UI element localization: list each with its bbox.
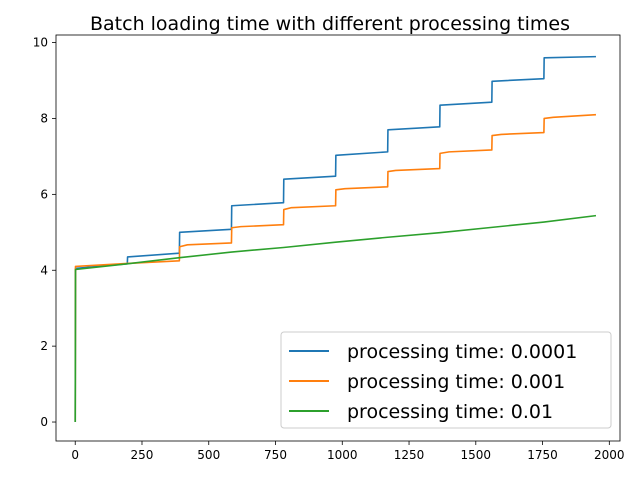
series-line-2 [74, 113, 597, 423]
series-line-1 [74, 55, 596, 423]
x-tick-label: 1500 [461, 448, 492, 462]
chart-title: Batch loading time with different proces… [90, 13, 570, 35]
x-tick-label: 1250 [394, 448, 425, 462]
plot-lines [74, 55, 597, 423]
axes-frame [55, 34, 621, 442]
x-tick-label: 1750 [527, 448, 558, 462]
x-tick-label: 2000 [594, 448, 625, 462]
y-tick-label: 6 [40, 187, 48, 201]
y-axis: 0 2 4 6 8 10 [33, 36, 56, 429]
y-tick-label: 2 [40, 339, 48, 353]
x-tick-label: 1000 [327, 448, 358, 462]
legend-box [280, 331, 612, 429]
y-tick-label: 4 [40, 263, 48, 277]
x-axis: 0 250 500 750 1000 1250 1500 1750 2000 [71, 441, 625, 462]
x-tick-label: 500 [197, 448, 220, 462]
legend-label-1: processing time: 0.0001 [347, 341, 577, 363]
x-tick-label: 750 [264, 448, 287, 462]
y-tick-label: 8 [40, 111, 48, 125]
x-tick-label: 0 [71, 448, 79, 462]
y-tick-label: 0 [40, 415, 48, 429]
legend-label-2: processing time: 0.001 [347, 371, 565, 393]
x-tick-label: 250 [131, 448, 154, 462]
legend-label-3: processing time: 0.01 [347, 401, 553, 423]
legend: processing time: 0.0001 processing time: … [280, 331, 612, 429]
y-tick-label: 10 [33, 36, 48, 50]
series-line-3 [74, 214, 597, 423]
